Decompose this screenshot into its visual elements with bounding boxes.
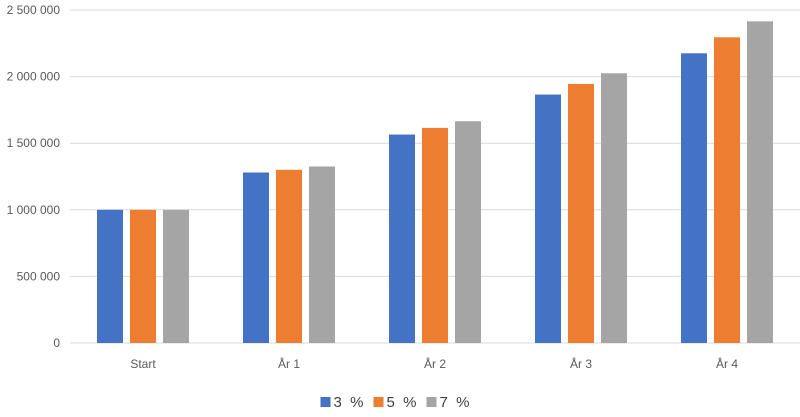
- bar-1-3: [389, 134, 415, 343]
- y-tick-label: 1 500 000: [7, 136, 61, 150]
- legend-swatch: [320, 397, 331, 407]
- legend-swatch: [426, 397, 437, 407]
- x-tick-label: År 1: [278, 356, 300, 371]
- legend-label: 3 %: [334, 394, 364, 411]
- y-tick-label: 1 000 000: [7, 203, 61, 217]
- bar-3-5: [747, 21, 773, 344]
- bar-3-4: [601, 73, 627, 344]
- x-tick-label: År 2: [424, 356, 446, 371]
- bar-1-4: [535, 94, 561, 343]
- y-tick-label: 0: [53, 336, 60, 350]
- y-tick-label: 500 000: [17, 269, 61, 283]
- bar-3-2: [309, 166, 335, 343]
- legend: 3 % 5 % 7 %: [320, 394, 470, 411]
- bar-2-4: [568, 83, 594, 344]
- bar-3-1: [163, 209, 189, 343]
- bar-1-1: [97, 209, 123, 343]
- bar-2-1: [130, 209, 156, 343]
- bar-2-2: [276, 169, 302, 343]
- x-axis-tick-labels: Start År 1 År 2 År 3 År 4: [130, 356, 738, 371]
- bars: [97, 21, 773, 344]
- bar-2-3: [422, 127, 448, 343]
- legend-label: 5 %: [387, 394, 417, 411]
- y-tick-label: 2 500 000: [7, 3, 61, 17]
- y-tick-label: 2 000 000: [7, 70, 61, 84]
- x-tick-label: År 3: [570, 356, 592, 371]
- bar-3-3: [455, 121, 481, 343]
- legend-swatch: [373, 397, 384, 407]
- y-axis-tick-labels: 0 500 000 1 000 000 1 500 000 2 000 000 2 500…: [7, 3, 61, 350]
- bar-1-2: [243, 172, 269, 343]
- bar-1-5: [681, 53, 707, 343]
- legend-label: 7 %: [440, 394, 470, 411]
- x-tick-label: År 4: [716, 356, 738, 371]
- x-tick-label: Start: [130, 357, 156, 371]
- bar-2-5: [714, 37, 740, 343]
